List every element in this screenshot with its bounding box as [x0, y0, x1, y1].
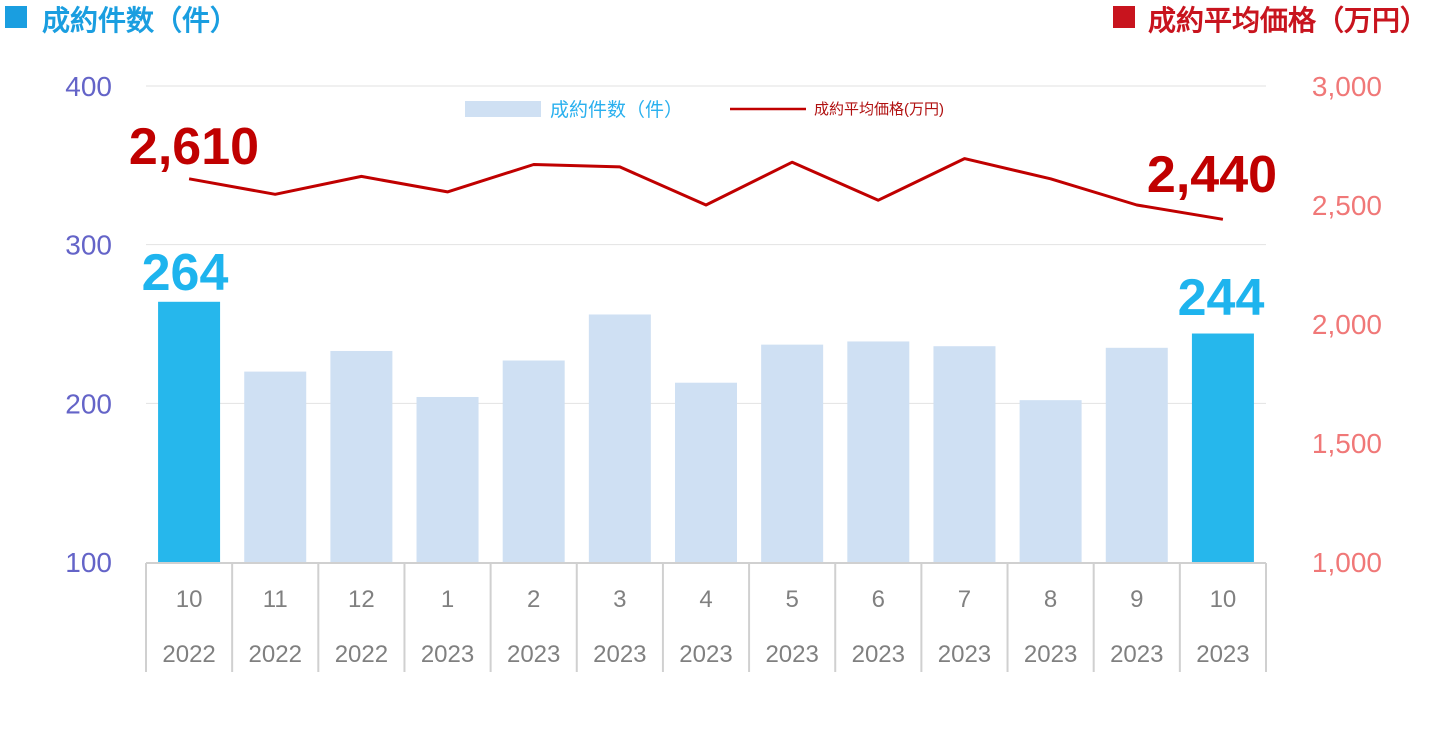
legend-line-label: 成約平均価格(万円): [814, 101, 944, 118]
x-year-label: 2022: [249, 641, 302, 668]
x-year-label: 2023: [1196, 641, 1249, 668]
x-month-label: 2: [527, 586, 540, 613]
bar: [847, 341, 910, 562]
callout-line-first: 2,610: [129, 118, 259, 176]
left-axis-tick-label: 200: [65, 388, 112, 419]
x-month-label: 4: [699, 586, 712, 613]
right-axis-tick-label: 2,500: [1312, 190, 1382, 221]
x-year-label: 2023: [765, 641, 818, 668]
bar: [675, 382, 737, 562]
right-title-square-icon: [1113, 6, 1135, 28]
bar: [1019, 400, 1082, 562]
left-axis-tick-label: 400: [65, 71, 112, 102]
x-year-label: 2023: [1110, 641, 1163, 668]
bar: [933, 346, 996, 562]
right-axis-tick-label: 1,500: [1312, 428, 1382, 459]
left-title-square-icon: [5, 6, 27, 28]
right-axis-title: 成約平均価格（万円）: [1148, 4, 1428, 36]
x-month-label: 3: [613, 586, 626, 613]
x-year-label: 2023: [938, 641, 991, 668]
x-month-label: 8: [1044, 586, 1057, 613]
x-month-label: 10: [176, 586, 203, 613]
x-month-label: 11: [263, 586, 288, 613]
left-axis-tick-label: 100: [65, 547, 112, 578]
x-year-label: 2022: [335, 641, 388, 668]
bar: [416, 396, 479, 562]
x-year-label: 2022: [162, 641, 215, 668]
bar: [1105, 347, 1168, 562]
left-axis-title: 成約件数（件）: [42, 4, 238, 36]
x-year-label: 2023: [507, 641, 560, 668]
x-year-label: 2023: [421, 641, 474, 668]
category-axis-table: 10 2022 11 2022 12 2022 1 2023 2 2023 3 2023 4 2023 5 2…: [145, 562, 1267, 672]
x-month-label: 12: [348, 586, 375, 613]
bar: [244, 371, 307, 562]
x-month-label: 9: [1130, 586, 1143, 613]
x-month-label: 6: [872, 586, 885, 613]
left-axis-tick-label: 300: [65, 230, 112, 261]
legend-bar-label: 成約件数（件）: [550, 99, 683, 121]
x-month-label: 1: [441, 586, 454, 613]
x-year-label: 2023: [1024, 641, 1077, 668]
x-year-label: 2023: [593, 641, 646, 668]
bar: [502, 360, 565, 562]
bar: [761, 344, 824, 562]
bar: [588, 314, 651, 562]
gridlines: [146, 85, 1266, 404]
callout-bar-last: 244: [1178, 269, 1265, 327]
right-axis-tick-label: 3,000: [1312, 71, 1382, 102]
right-axis-tick-label: 1,000: [1312, 547, 1382, 578]
price-line: [188, 157, 1224, 221]
right-axis: 1,000 1,500 2,000 2,500 3,000: [1312, 71, 1382, 578]
callout-bar-first: 264: [142, 244, 229, 302]
callout-line-last: 2,440: [1147, 146, 1277, 204]
x-year-label: 2023: [679, 641, 732, 668]
x-year-label: 2023: [852, 641, 905, 668]
bar: [330, 350, 393, 562]
right-axis-tick-label: 2,000: [1312, 309, 1382, 340]
x-month-label: 5: [785, 586, 798, 613]
bar: [1191, 333, 1254, 562]
x-month-label: 10: [1210, 586, 1237, 613]
bar-series: [158, 301, 1254, 562]
legend-bar-swatch: [465, 101, 541, 117]
x-month-label: 7: [958, 586, 971, 613]
left-axis: 100 200 300 400: [65, 71, 112, 578]
bar: [158, 301, 221, 562]
